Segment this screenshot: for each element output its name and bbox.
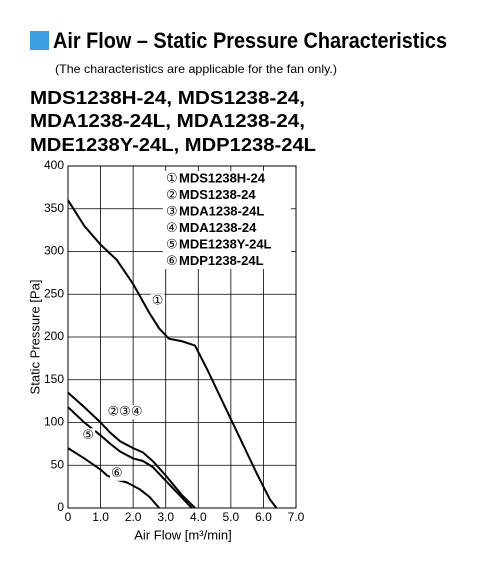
legend-label: MDE1238Y-24L [179, 236, 272, 251]
y-tick-label: 0 [57, 500, 64, 514]
x-tick-label: 3.0 [157, 510, 174, 524]
y-tick-label: 350 [44, 201, 64, 215]
legend-label: MDA1238-24 [179, 220, 257, 235]
curve-label-bg [109, 466, 124, 481]
legend-symbol: ② [166, 187, 178, 202]
note: (The characteristics are applicable for … [55, 62, 337, 76]
x-tick-label: 5.0 [223, 510, 240, 524]
legend-label: MDP1238-24L [179, 253, 264, 268]
x-tick-label: 1.0 [92, 510, 109, 524]
legend-symbol: ⑤ [166, 236, 178, 251]
y-tick-label: 150 [44, 372, 64, 386]
legend-label: MDA1238-24L [179, 203, 264, 218]
curve-label: ⑥ [111, 465, 123, 480]
legend-box [163, 171, 291, 269]
legend-symbol: ④ [166, 220, 178, 235]
legend-symbol: ⑥ [166, 253, 178, 268]
legend-symbol: ③ [166, 203, 178, 218]
model-line: MDS1238H-24, MDS1238-24, [30, 88, 305, 108]
curve-label-bg [104, 405, 146, 420]
model-line: MDE1238Y-24L, MDP1238-24L [30, 135, 316, 155]
curve-label: ⑤ [82, 427, 94, 442]
x-tick-label: 6.0 [255, 510, 272, 524]
x-tick-label: 2.0 [125, 510, 142, 524]
curve-label: ① [152, 293, 164, 308]
y-tick-label: 400 [44, 158, 64, 172]
curve-label-bg [150, 294, 165, 309]
legend-label: MDS1238H-24 [179, 170, 266, 185]
x-axis-label: Air Flow [m³/min] [134, 527, 232, 542]
curve-label-bg [81, 428, 96, 443]
title: Air Flow – Static Pressure Characteristi… [53, 28, 447, 53]
y-tick-label: 50 [51, 457, 65, 471]
curve-label: ②③④ [108, 404, 143, 419]
y-axis-label: Static Pressure [Pa] [27, 280, 42, 395]
x-tick-label: 0 [65, 510, 72, 524]
plot-frame [67, 165, 297, 509]
legend-symbol: ① [166, 170, 178, 185]
y-tick-label: 250 [44, 286, 64, 300]
y-tick-label: 300 [44, 244, 64, 258]
x-tick-label: 7.0 [288, 510, 305, 524]
model-line: MDA1238-24L, MDA1238-24, [30, 111, 305, 131]
title-marker [30, 31, 49, 50]
curve [67, 199, 278, 509]
curve [67, 391, 196, 509]
x-tick-label: 4.0 [190, 510, 207, 524]
y-tick-label: 200 [44, 329, 64, 343]
y-tick-label: 100 [44, 415, 64, 429]
legend-label: MDS1238-24 [179, 187, 256, 202]
